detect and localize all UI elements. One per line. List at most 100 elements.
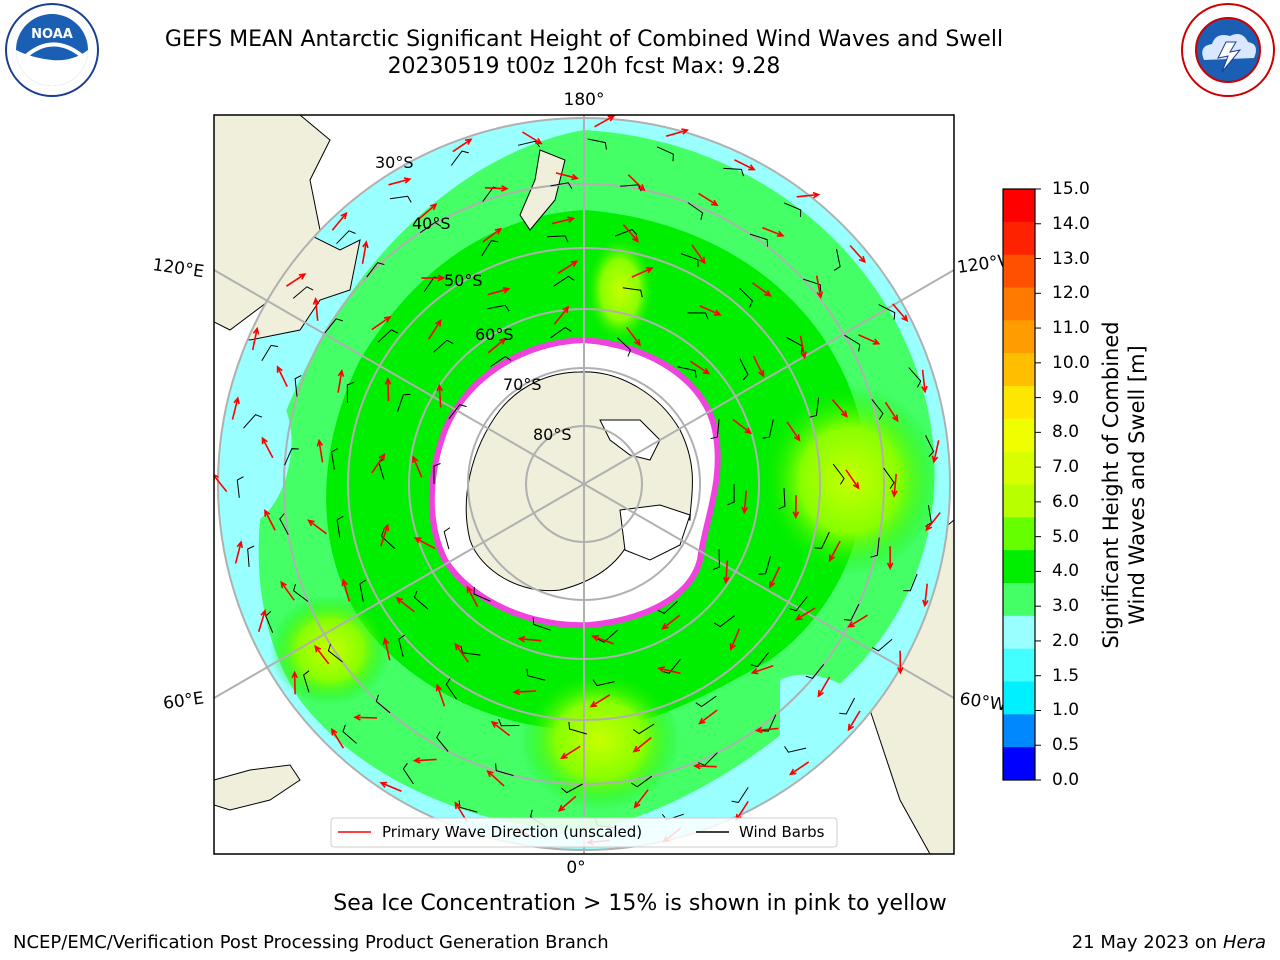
sea-ice-note: Sea Ice Concentration > 15% is shown in … [333,891,947,916]
wave-arrow [892,303,909,323]
lat-label-40s: 40°S [412,214,451,233]
wind-barb [925,435,935,457]
wind-barb [236,476,244,498]
wind-barb [292,286,314,299]
wind-barb [279,513,289,535]
wave-arrow [886,546,894,571]
colorbar-swatch [1003,353,1035,387]
colorbar-swatch [1003,418,1035,453]
colorbar-tick-label: 7.0 [1052,457,1080,478]
wind-barb [749,233,769,247]
footer-date: 21 May 2023 on Hera [1072,932,1266,953]
wave-arrow [788,761,810,776]
colorbar-swatch [1003,615,1035,650]
wind-barb [553,275,575,287]
wind-barb [871,398,884,420]
wind-barb [832,463,845,485]
wave-arrow [921,369,928,394]
wind-barb [908,367,922,388]
colorbar-tick-label: 6.0 [1052,491,1080,512]
wave-arrow [741,490,749,515]
wave-arrow [792,495,800,520]
wave-arrow [412,757,437,764]
wave-arrow [815,275,824,300]
wind-barb [656,146,674,162]
wave-arrow [594,115,616,128]
colorbar-tick-label: 15.0 [1052,179,1090,199]
wind-barb [783,202,802,217]
wind-barb [366,262,385,278]
wave-arrow [413,537,436,550]
wind-barb [695,695,717,708]
colorbar-tick-label: 14.0 [1052,213,1090,234]
colorbar-tick-label: 1.0 [1052,700,1080,721]
wave-arrow [769,566,781,589]
colorbar-swatch [1003,550,1035,584]
wind-barb [872,638,893,652]
lat-label-70s: 70°S [503,375,542,394]
wave-arrow [925,512,941,532]
wave-arrow [734,159,756,171]
wind-barb [498,719,520,727]
wave-arrow [382,637,391,661]
wind-barb [762,419,774,439]
wave-arrow [330,727,345,749]
lon-label-upper-left: 120°E [151,255,205,282]
map-frame [213,114,955,855]
wind-barb [633,723,655,735]
wave-arrow [632,736,652,753]
wave-arrow [371,315,392,331]
colorbar-swatch [1003,583,1035,617]
wave-arrow [379,781,402,792]
wave-arrow [752,355,765,378]
wave-arrow [231,396,240,420]
wave-arrow [831,399,848,418]
wave-legend-label: Primary Wave Direction (unscaled) [382,823,642,841]
wind-barb [727,483,735,506]
wind-barb [631,775,653,788]
wind-barb [331,448,338,470]
colorbar-tick-label: 13.0 [1052,248,1090,269]
wind-barb [243,414,263,429]
wave-arrow [312,297,320,321]
wave-arrow [285,273,307,287]
colorbar-swatch [1003,320,1035,354]
wave-arrow [234,540,243,564]
wave-arrow [517,635,542,643]
wind-barb [870,537,880,558]
wind-barb [380,529,396,549]
colorbar-swatch [1003,189,1035,223]
wave-arrow [341,578,351,602]
wind-barb [687,202,704,220]
colorbar-swatch [1003,451,1035,485]
wave-arrow [261,436,274,459]
wind-barb [839,697,856,715]
wind-barb [450,150,469,166]
wind-barb [261,344,279,362]
wind-barb [615,228,638,237]
wave-arrow [796,191,821,199]
wave-arrow [931,440,940,464]
wind-barb [731,787,749,804]
wind-barb [342,724,357,744]
wind-barb [789,596,808,612]
wind-barb [397,393,411,412]
wave-arrow [627,174,646,192]
wave-arrow [482,227,503,243]
wave-arrow [316,438,324,463]
wind-barb [622,287,643,298]
wave-arrow [291,670,299,695]
wave-arrow [251,326,260,351]
graticule [214,115,954,854]
wave-arrow [521,131,543,145]
wave-arrow [384,377,392,402]
wave-arrow [589,694,611,708]
colorbar-swatch [1003,287,1035,321]
wind-barb [680,253,699,267]
wind-barb [293,583,309,602]
wave-arrow [555,172,579,181]
wind-barb [550,326,572,339]
noaa-logo: NOAA [5,3,99,97]
wave-arrow [435,683,446,707]
